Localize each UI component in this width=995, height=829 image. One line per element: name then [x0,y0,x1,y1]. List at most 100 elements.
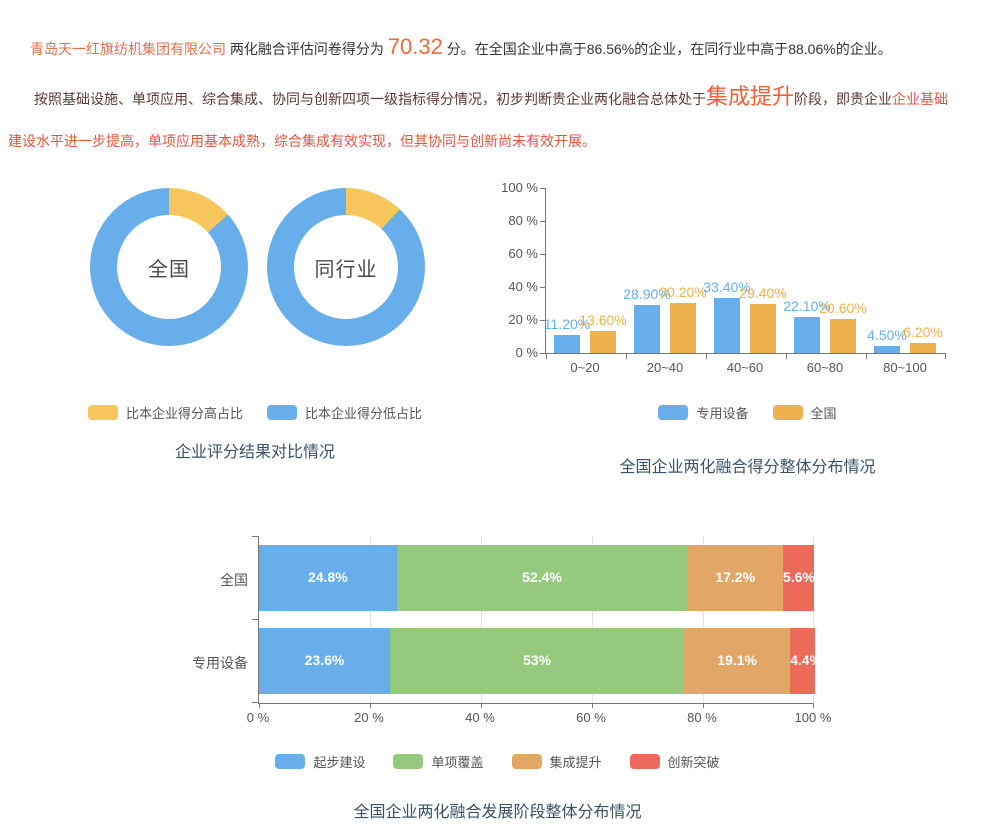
legend-swatch [393,754,424,769]
company-name: 青岛天一红旗纺机集团有限公司 [30,41,226,57]
row-label-全国: 全国 [220,572,248,588]
x-axis-tick [370,703,371,708]
legend-item-创新突破[interactable]: 创新突破 [629,752,720,771]
legend-item-比本企业得分低占比[interactable]: 比本企业得分低占比 [267,403,422,422]
x-axis-label: 60 % [576,710,606,725]
y-axis-label: 0 % [515,345,538,360]
stacked-segment-集成提升 [687,545,783,611]
bar-专用设备-20~40 [634,305,660,353]
donut-legend: 比本企业得分高占比 比本企业得分低占比 [40,403,470,422]
legend-item-集成提升[interactable]: 集成提升 [511,752,602,771]
legend-label: 比本企业得分高占比 [125,406,243,421]
assessment-lead: 按照基础设施、单项应用、综合集成、协同与创新四项一级指标得分情况，初步判断贵企业… [34,91,706,107]
score-comparison-donut-chart: 全国 同行业 比本企业得分高占比 比本企业得分低占比 企业评分结果对比情况 [40,170,470,470]
stacked-segment-创新突破 [782,545,814,611]
x-axis-tick [481,703,482,708]
bar-全国-80~100 [910,343,936,353]
bar-value-label: 13.60% [579,312,627,328]
bar-value-label: 33.40% [703,279,751,295]
stage-bar-plot: 24.8% 52.4% 17.2% 5.6% 23.6% 53% 19.1% 4.4% [252,536,823,708]
stacked-segment-创新突破 [790,628,815,694]
bar-全国-0~20 [590,331,616,353]
bar-value-label: 22.10% [783,298,831,314]
y-axis-tick [252,536,259,537]
x-axis-label: 80 % [687,710,717,725]
bar-专用设备-0~20 [554,335,580,353]
x-axis-label: 20~40 [646,360,684,375]
score-summary-tail: 分。在全国企业中高于86.56%的企业，在同行业中高于88.06%的企业。 [442,41,892,57]
legend-label: 创新突破 [667,755,720,770]
x-axis-label: 0~20 [570,360,600,375]
score-summary-lead: 两化融合评估问卷得分为 [226,41,388,57]
y-axis-tick [540,188,546,189]
y-axis-label: 40 % [508,279,538,294]
segment-value-label: 23.6% [304,652,345,668]
bar-专用设备-60~80 [794,317,820,353]
x-axis-label: 100 % [794,710,832,725]
x-axis-tick [703,703,704,708]
bar-全国-60~80 [830,319,856,353]
row-label-专用设备: 专用设备 [192,655,248,671]
x-axis-label: 0 % [246,710,270,725]
y-axis-tick [252,619,259,620]
y-axis-label: 60 % [508,246,538,261]
y-axis-tick [540,254,546,255]
y-axis-label: 100 % [501,180,538,195]
score-summary-paragraph: 青岛天一红旗纺机集团有限公司 两化融合评估问卷得分为 70.32 分。在全国企业… [8,28,987,68]
x-axis-tick [945,353,946,359]
bar-专用设备-80~100 [874,346,900,353]
bar-value-label: 20.60% [819,300,867,316]
y-axis-label: 80 % [508,213,538,228]
y-axis-tick [540,287,546,288]
legend-item-专用设备[interactable]: 专用设备 [658,403,749,422]
score-bar-plot: 11.20% 13.60% 28.90% 30.20% 33.40% 29.40% 22.1… [540,188,946,359]
donut-chart-title: 企业评分结果对比情况 [174,444,335,461]
gridline [370,536,371,703]
legend-label: 专用设备 [696,406,749,421]
legend-label: 起步建设 [313,755,366,770]
x-axis-tick [866,353,867,359]
segment-value-label: 53% [523,652,552,668]
bar-value-label: 4.50% [867,327,907,343]
assessment-description: 企业基础建设水平进一步提高，单项应用基本成熟，综合集成有效实现，但其协同与创新尚… [8,91,949,149]
gridline [481,536,482,703]
x-axis-tick [786,353,787,359]
legend-item-全国[interactable]: 全国 [772,403,837,422]
score-chart-title: 全国企业两化融合得分整体分布情况 [619,459,876,476]
x-axis-tick [813,703,814,708]
x-axis-tick [592,703,593,708]
legend-swatch [267,405,297,420]
gridline [592,536,593,703]
x-axis-label: 80~100 [883,360,927,375]
legend-label: 集成提升 [549,755,602,770]
stage-name: 集成提升 [706,84,795,109]
segment-value-label: 17.2% [715,569,756,585]
stacked-segment-起步建设 [259,628,390,694]
donut-national: 全国 [90,188,248,346]
x-axis-label: 40~60 [726,360,764,375]
legend-item-起步建设[interactable]: 起步建设 [275,752,365,771]
stage-assessment-paragraph: 按照基础设施、单项应用、综合集成、协同与创新四项一级指标得分情况，初步判断贵企业… [8,76,987,162]
segment-value-label: 24.8% [307,569,348,585]
segment-value-label: 4.4% [790,652,823,668]
bar-value-label: 29.40% [739,285,787,301]
score-chart-legend: 专用设备 全国 [500,403,995,422]
y-axis-tick [540,320,546,321]
stage-chart-title: 全国企业两化融合发展阶段整体分布情况 [353,804,642,821]
segment-value-label: 19.1% [717,652,757,668]
legend-item-比本企业得分高占比[interactable]: 比本企业得分高占比 [87,403,243,422]
stacked-segment-起步建设 [259,545,397,611]
y-axis-tick [252,702,259,703]
legend-swatch [511,754,542,769]
bar-专用设备-40~60 [714,298,740,353]
legend-swatch [629,754,660,769]
stacked-segment-单项覆盖 [389,628,685,694]
bar-value-label: 6.20% [903,324,943,340]
x-axis-tick [546,353,547,359]
y-axis-tick [540,221,546,222]
segment-value-label: 5.6% [782,569,815,585]
x-axis-tick [706,353,707,359]
donut-national-label: 全国 [117,215,221,319]
legend-item-单项覆盖[interactable]: 单项覆盖 [393,752,484,771]
